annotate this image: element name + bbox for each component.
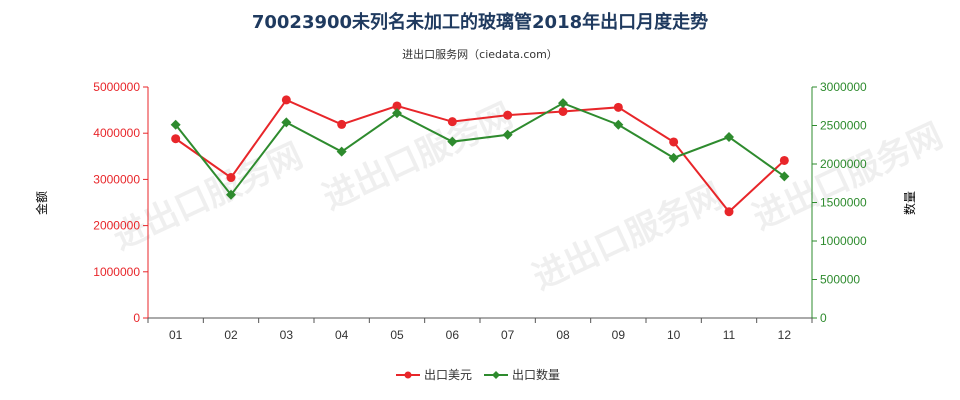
x-axis-ticks: 01 02 03 04 05 06 07 08 09 10 11 12	[147, 318, 813, 342]
data-point-usd[interactable]	[558, 106, 568, 116]
right-tick-label: 2500000	[820, 119, 867, 133]
data-point-qty[interactable]	[668, 152, 679, 163]
data-point-usd[interactable]	[669, 137, 679, 147]
x-tick-label: 10	[667, 328, 681, 342]
data-point-qty[interactable]	[226, 189, 236, 200]
left-tick-label: 4000000	[93, 126, 140, 140]
data-point-usd[interactable]	[392, 101, 402, 111]
data-point-usd[interactable]	[724, 207, 734, 217]
watermark-text: 进出口服务网	[107, 136, 309, 258]
data-point-usd[interactable]	[447, 117, 457, 127]
right-tick-label: 0	[820, 311, 827, 325]
left-axis-label: 金额	[34, 191, 49, 215]
x-tick-label: 06	[446, 328, 460, 342]
data-point-usd[interactable]	[779, 155, 789, 165]
watermark-text: 进出口服务网	[527, 176, 729, 298]
left-tick-label: 0	[133, 311, 140, 325]
right-axis-label: 数量	[902, 191, 917, 215]
data-point-qty[interactable]	[336, 146, 347, 157]
right-tick-label: 500000	[820, 273, 860, 287]
data-point-qty[interactable]	[281, 117, 292, 128]
series-layer	[170, 95, 790, 217]
data-point-usd[interactable]	[503, 110, 513, 120]
data-point-usd[interactable]	[226, 173, 236, 183]
x-tick-label: 02	[224, 328, 238, 342]
data-point-qty[interactable]	[392, 108, 402, 119]
right-tick-label: 2000000	[820, 157, 867, 171]
data-point-usd[interactable]	[337, 119, 347, 129]
right-axis-ticks: 0 500000 1000000 1500000 2000000 2500000 30000…	[812, 80, 867, 325]
right-tick-label: 3000000	[820, 80, 867, 94]
right-tick-label: 1500000	[820, 196, 867, 210]
x-tick-label: 12	[778, 328, 792, 342]
right-tick-label: 1000000	[820, 234, 867, 248]
legend-item-export-qty[interactable]: 出口数量	[484, 367, 560, 382]
chart-title: 70023900未列名未加工的玻璃管2018年出口月度走势	[252, 11, 708, 33]
left-tick-label: 5000000	[93, 80, 140, 94]
data-point-qty[interactable]	[447, 136, 458, 147]
x-tick-label: 07	[501, 328, 515, 342]
x-tick-label: 08	[556, 328, 570, 342]
left-tick-label: 3000000	[93, 172, 140, 186]
data-point-qty[interactable]	[779, 171, 790, 182]
series-line-1	[174, 102, 785, 197]
x-tick-label: 05	[390, 328, 404, 342]
x-tick-label: 03	[280, 328, 294, 342]
data-point-qty[interactable]	[170, 119, 181, 130]
data-point-usd[interactable]	[281, 95, 291, 105]
left-tick-label: 2000000	[93, 219, 140, 233]
legend-label-export-usd: 出口美元	[424, 368, 472, 382]
left-tick-label: 1000000	[93, 265, 140, 279]
x-tick-label: 04	[335, 328, 349, 342]
data-point-qty[interactable]	[558, 98, 568, 109]
data-point-qty[interactable]	[613, 119, 624, 130]
left-axis-ticks: 0 1000000 2000000 3000000 4000000 5000000	[93, 80, 148, 325]
data-point-usd[interactable]	[171, 134, 181, 144]
x-tick-label: 09	[612, 328, 626, 342]
data-point-usd[interactable]	[613, 102, 623, 112]
x-tick-label: 11	[723, 328, 736, 342]
legend-item-export-usd[interactable]: 出口美元	[396, 368, 472, 382]
legend-label-export-qty: 出口数量	[512, 367, 560, 382]
data-point-qty[interactable]	[724, 132, 734, 143]
legend: 出口美元 出口数量	[396, 367, 560, 382]
chart-subtitle: 进出口服务网（ciedata.com）	[402, 47, 558, 61]
watermark-text: 进出口服务网	[747, 116, 949, 238]
legend-marker-export-qty	[492, 371, 500, 379]
data-point-qty[interactable]	[502, 129, 513, 140]
legend-marker-export-usd	[404, 371, 412, 379]
x-tick-label: 01	[169, 328, 183, 342]
watermark-text: 进出口服务网	[317, 96, 519, 218]
